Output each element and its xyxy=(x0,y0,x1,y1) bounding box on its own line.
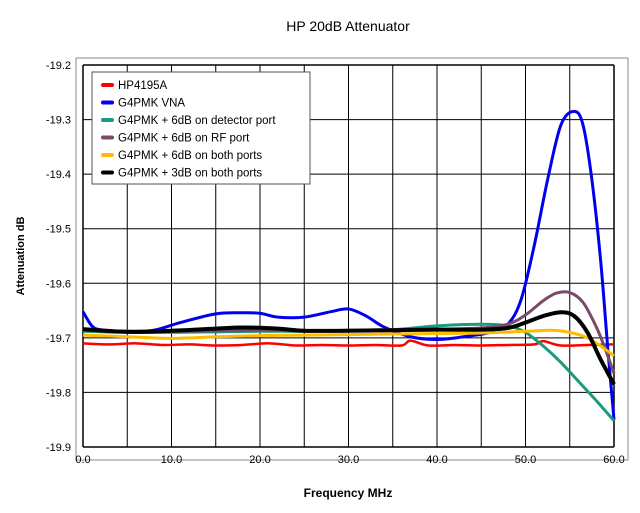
series-lines xyxy=(81,109,616,422)
x-tick-label: 60.0 xyxy=(603,454,624,466)
y-tick-label: -19.3 xyxy=(46,115,71,127)
y-tick-label: -19.6 xyxy=(46,278,71,290)
y-tick-label: -19.4 xyxy=(46,169,71,181)
chart-title: HP 20dB Attenuator xyxy=(286,18,410,34)
y-tick-label: -19.9 xyxy=(46,442,71,454)
x-tick-label: 10.0 xyxy=(161,454,182,466)
y-tick-label: -19.8 xyxy=(46,387,71,399)
legend: HP4195A G4PMK VNA G4PMK + 6dB on detector … xyxy=(91,71,311,185)
y-tick-label: -19.2 xyxy=(46,60,71,72)
legend-label: G4PMK + 6dB on both ports xyxy=(118,150,262,162)
legend-label: G4PMK + 6dB on RF port xyxy=(118,133,250,145)
x-tick-label: 20.0 xyxy=(249,454,270,466)
y-axis-label: Attenuation dB xyxy=(15,217,27,296)
x-tick-label: 50.0 xyxy=(515,454,536,466)
series-line xyxy=(81,109,616,420)
plot-frame-outer xyxy=(75,57,629,461)
series-line xyxy=(82,310,616,386)
x-tick-label: 0.0 xyxy=(75,454,90,466)
x-tick-label: 30.0 xyxy=(338,454,359,466)
legend-label: HP4195A xyxy=(118,80,168,92)
legend-label: G4PMK + 3dB on both ports xyxy=(118,168,262,180)
tick-labels: 0.0 10.0 20.0 30.0 40.0 50.0 60.0 -19.2 -19.3 -19… xyxy=(46,60,625,466)
x-tick-label: 40.0 xyxy=(426,454,447,466)
legend-label: G4PMK VNA xyxy=(118,98,185,110)
y-tick-label: -19.5 xyxy=(46,224,71,236)
legend-box xyxy=(91,71,311,185)
legend-label: G4PMK + 6dB on detector port xyxy=(118,115,276,127)
x-axis-label: Frequency MHz xyxy=(304,486,393,500)
y-tick-label: -19.7 xyxy=(46,333,71,345)
series-line xyxy=(82,328,615,358)
